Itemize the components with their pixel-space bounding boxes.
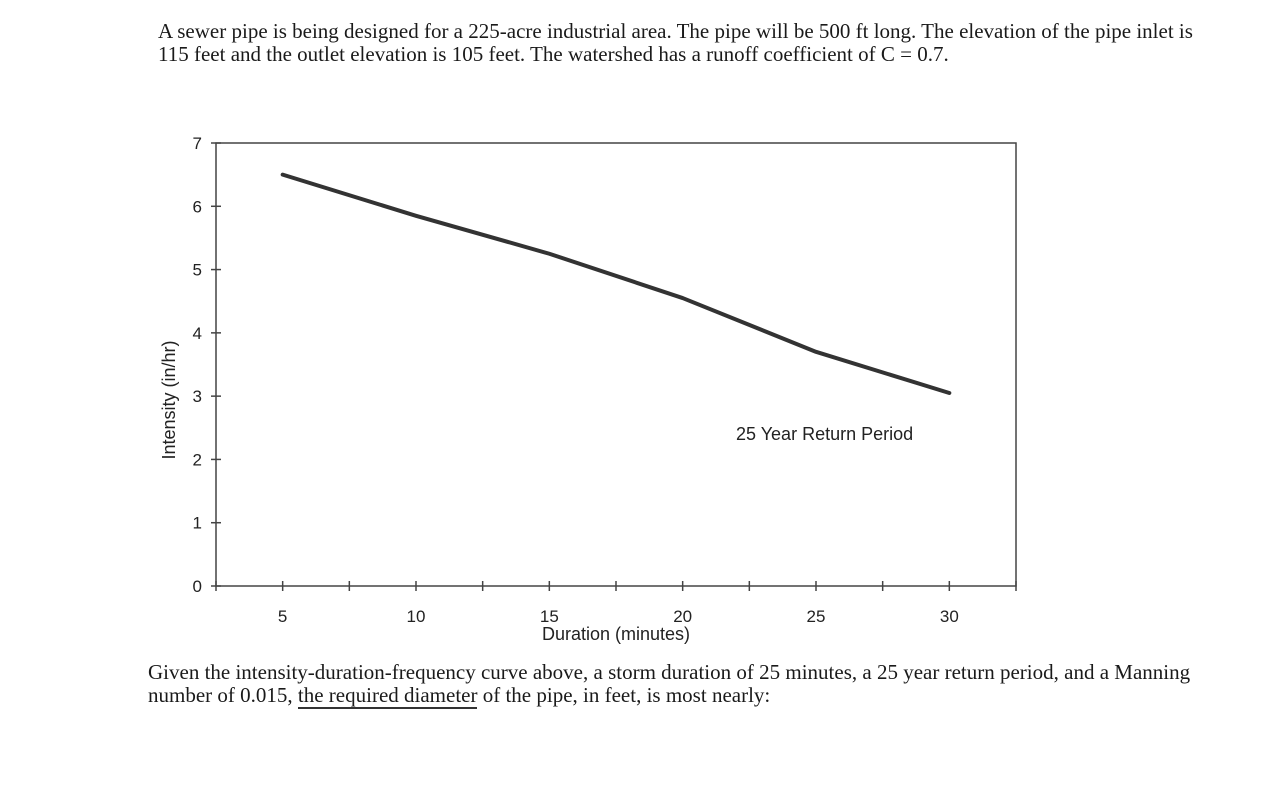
x-tick-label: 30 (940, 607, 959, 626)
problem-intro: A sewer pipe is being designed for a 225… (158, 19, 1193, 66)
x-axis-label: Duration (minutes) (542, 624, 690, 644)
y-axis-label: Intensity (in/hr) (159, 340, 179, 459)
x-tick-label: 10 (407, 607, 426, 626)
question-underlined-text: the required diameter (297, 683, 478, 709)
x-tick-label: 25 (807, 607, 826, 626)
return-period-annotation: 25 Year Return Period (736, 424, 913, 444)
y-tick-label: 3 (193, 387, 202, 406)
problem-question: Given the intensity-duration-frequency c… (148, 660, 1208, 709)
intensity-curve (280, 172, 952, 395)
y-tick-label: 2 (193, 450, 202, 469)
question-text-1: Given the intensity-duration-frequency c… (148, 660, 1191, 707)
x-tick-label: 5 (278, 607, 287, 626)
x-tick-label: 15 (540, 607, 559, 626)
x-tick-label: 20 (673, 607, 692, 626)
y-tick-label: 1 (193, 514, 202, 533)
question-text-2: of the pipe, in feet, is most nearly: (477, 683, 771, 707)
y-tick-label: 7 (193, 134, 202, 153)
y-tick-label: 5 (193, 261, 202, 280)
y-tick-label: 6 (193, 197, 202, 216)
plot-frame (215, 142, 1017, 587)
y-tick-label: 0 (193, 577, 202, 596)
y-tick-label: 4 (193, 324, 202, 343)
